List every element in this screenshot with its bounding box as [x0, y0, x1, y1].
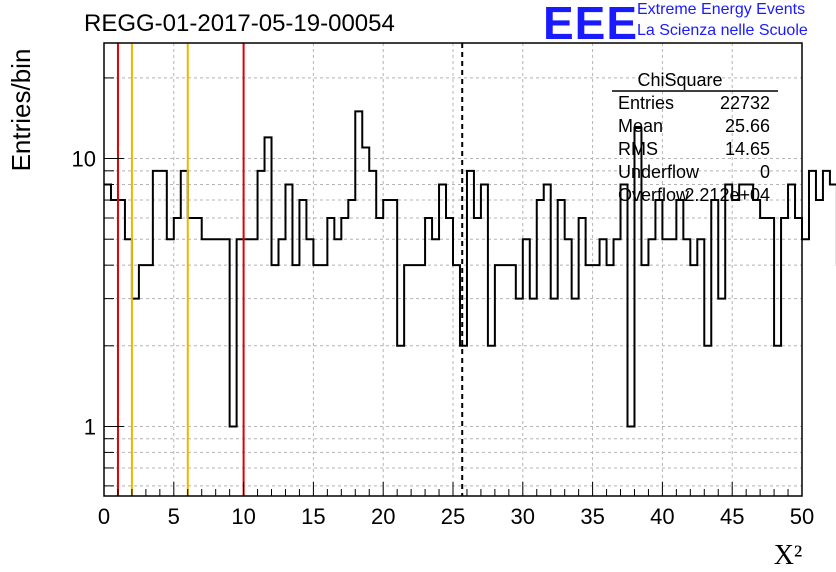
- stats-row-value: 2.212e+04: [684, 185, 770, 205]
- x-tick-label: 40: [650, 504, 674, 529]
- x-tick-label: 30: [511, 504, 535, 529]
- eee-logo: EEE: [543, 0, 638, 48]
- x-tick-label: 45: [720, 504, 744, 529]
- x-tick-label: 5: [168, 504, 180, 529]
- x-tick-label: 35: [580, 504, 604, 529]
- x-tick-label: 50: [790, 504, 814, 529]
- stats-row-label: Mean: [618, 116, 663, 136]
- x-tick-label: 0: [98, 504, 110, 529]
- stats-row-value: 22732: [720, 93, 770, 113]
- stats-box-title: ChiSquare: [637, 70, 722, 90]
- x-tick-label: 10: [231, 504, 255, 529]
- x-axis-title: X²: [774, 540, 803, 571]
- stats-row-label: Entries: [618, 93, 674, 113]
- y-tick-label: 10: [72, 147, 96, 172]
- x-tick-label: 20: [371, 504, 395, 529]
- run-title: REGG-01-2017-05-19-00054: [84, 10, 395, 38]
- x-tick-label: 15: [301, 504, 325, 529]
- stats-row-label: RMS: [618, 139, 658, 159]
- logo-line-2: La Scienza nelle Scuole: [637, 22, 808, 40]
- stats-row-value: 25.66: [725, 116, 770, 136]
- stats-row-label: Overflow: [618, 185, 690, 205]
- y-tick-label: 1: [84, 414, 96, 439]
- stats-row-value: 0: [760, 162, 770, 182]
- x-tick-label: 25: [441, 504, 465, 529]
- logo-line-1: Extreme Energy Events: [637, 1, 805, 19]
- y-axis-title: Entries/bin: [6, 49, 36, 172]
- stats-row-value: 14.65: [725, 139, 770, 159]
- stats-row-label: Underflow: [618, 162, 700, 182]
